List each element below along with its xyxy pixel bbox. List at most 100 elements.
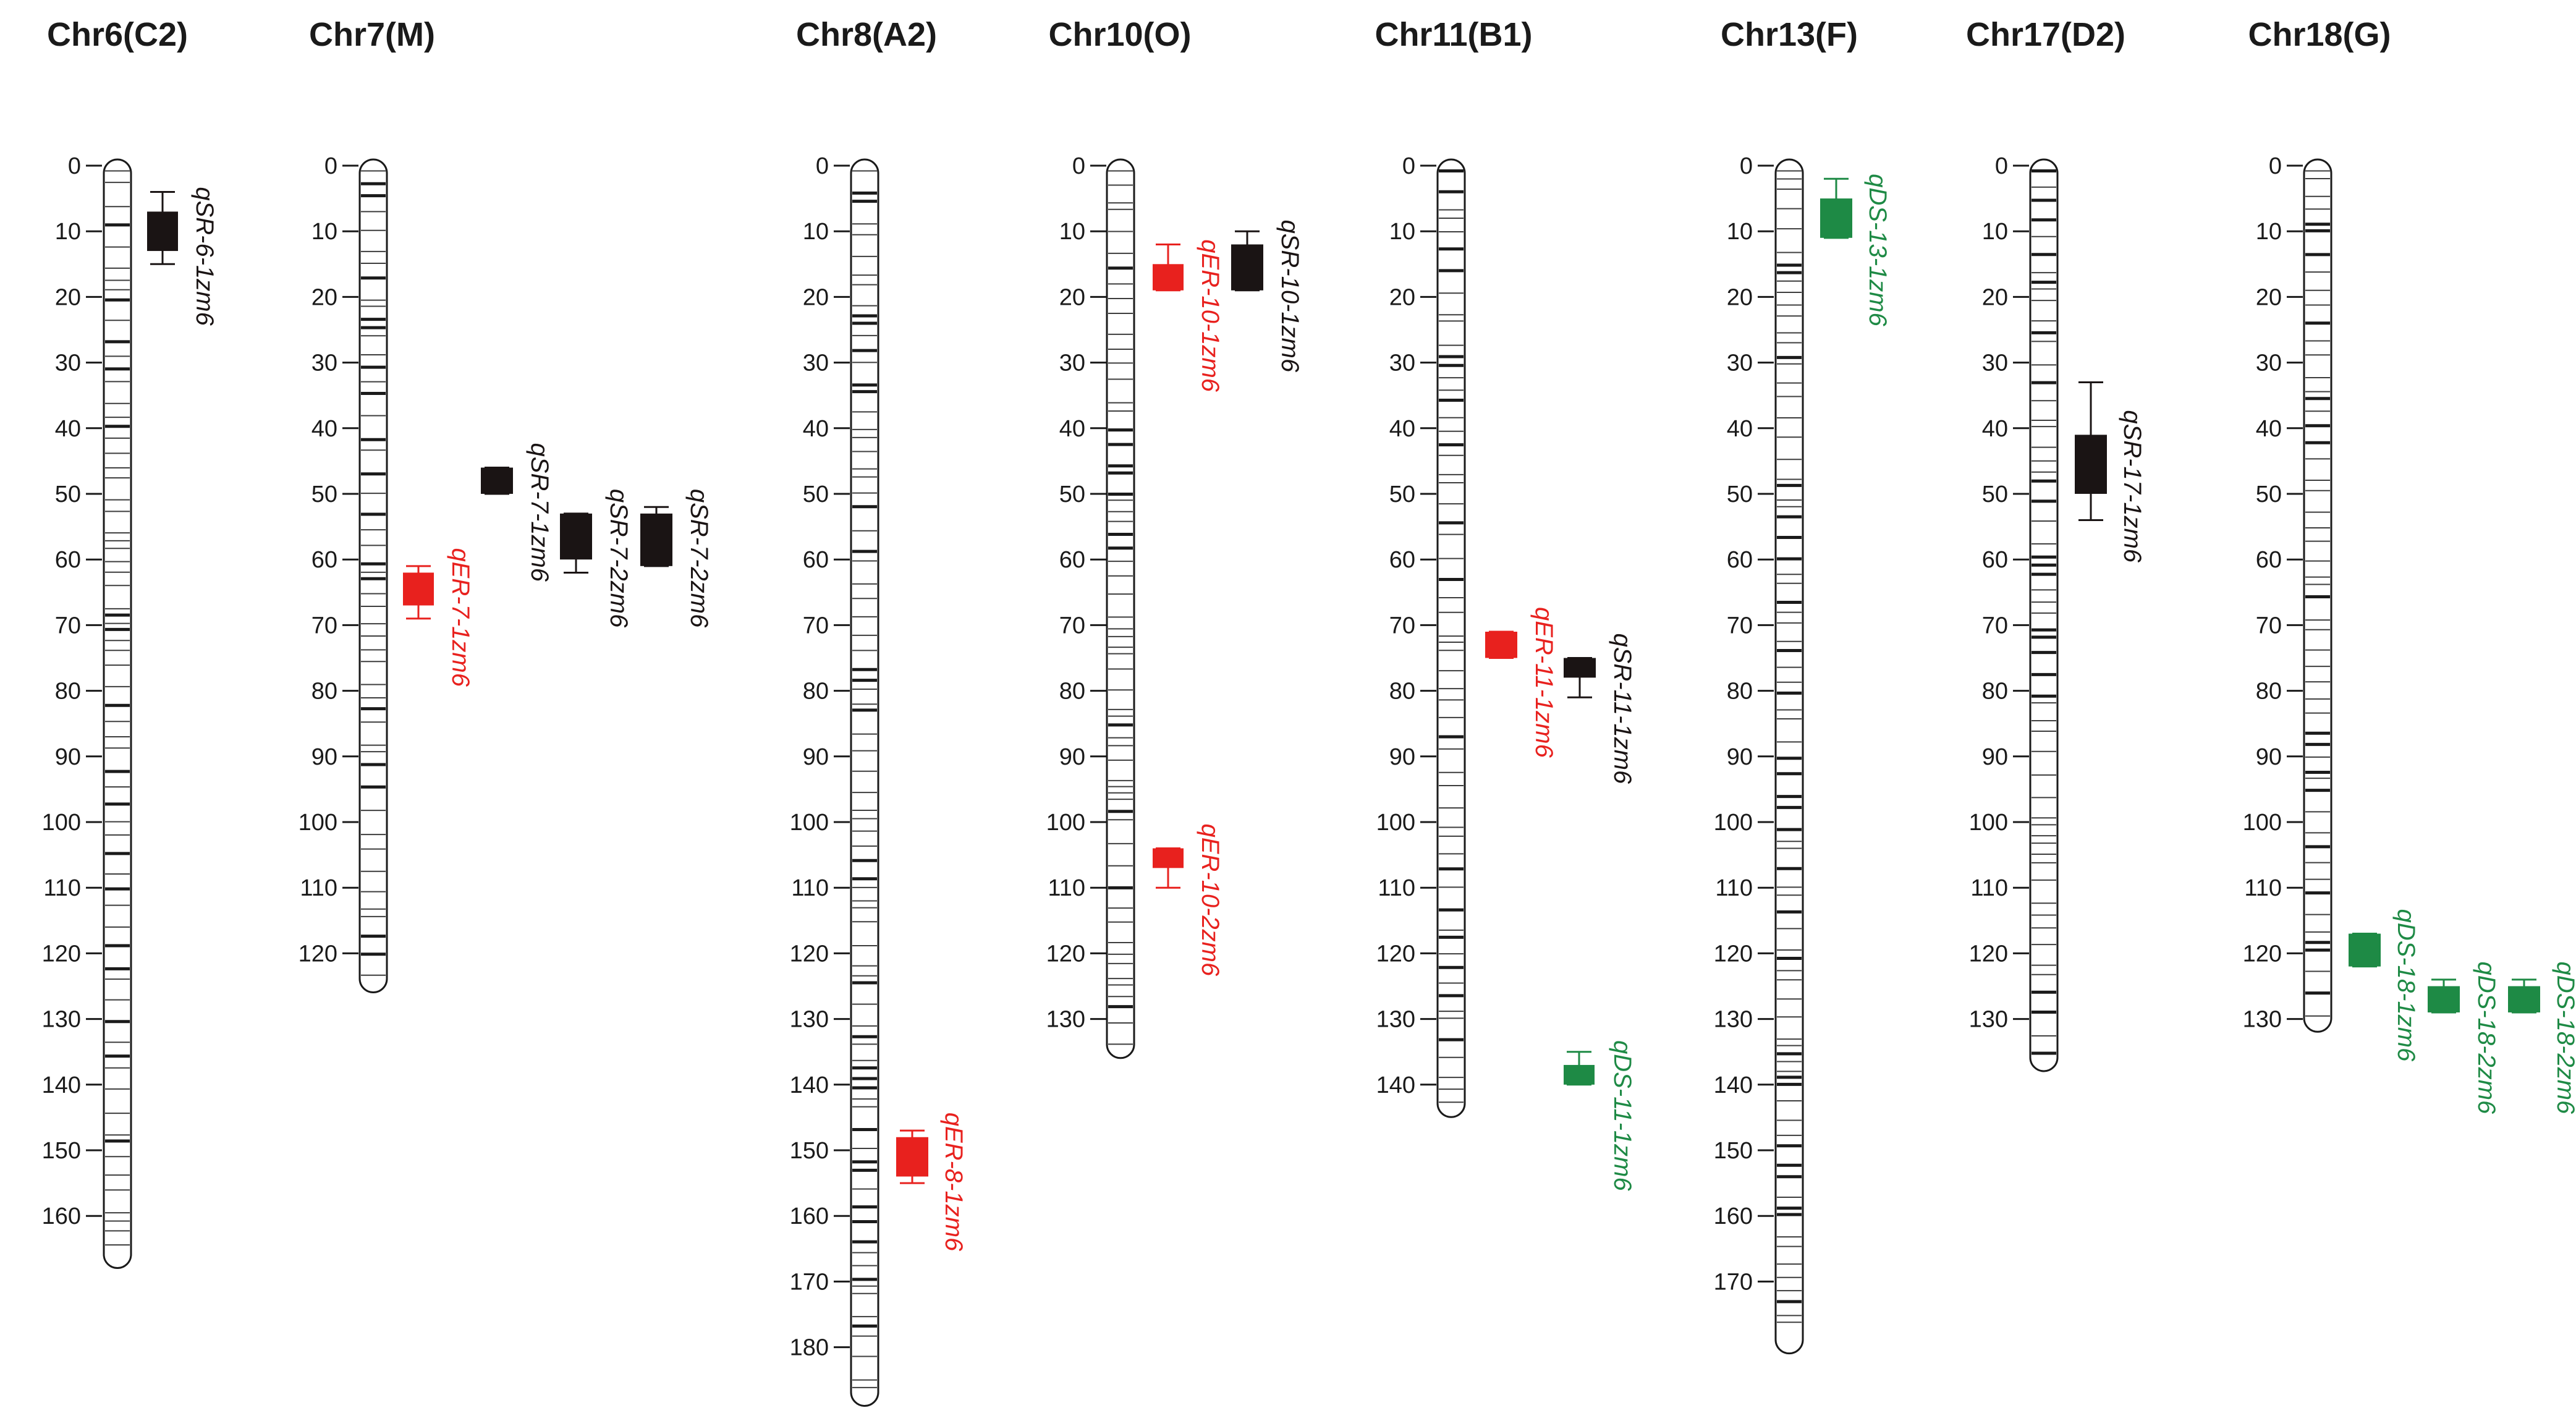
qtl-er: qER-10-1zm6 <box>1153 239 1224 392</box>
chromosome-4: Chr11(B1) 0 10 20 30 40 50 60 70 80 90 100 110 120 130… <box>1375 16 1636 1191</box>
axis-tick-label: 110 <box>791 875 829 901</box>
qtl-label: qSR-11-1zm6 <box>1609 634 1636 785</box>
axis-tick-label: 10 <box>1059 219 1085 245</box>
qtl-box <box>1485 632 1517 658</box>
axis-tick-label: 50 <box>55 481 81 507</box>
axis-tick-label: 20 <box>1389 284 1415 310</box>
chromosome-bar <box>850 158 879 1407</box>
qtl-label: qER-10-2zm6 <box>1197 823 1224 977</box>
axis-tick-label: 60 <box>1727 547 1753 573</box>
qtl-box <box>640 513 672 566</box>
axis-tick-label: 130 <box>1046 1007 1085 1033</box>
qtl-ds: qDS-18-1zm6 <box>2349 909 2420 1062</box>
axis-tick-label: 120 <box>1376 941 1415 967</box>
qtl-label: qER-10-1zm6 <box>1197 239 1224 392</box>
axis-tick-label: 0 <box>1072 153 1085 179</box>
axis-tick-label: 130 <box>2243 1007 2282 1033</box>
chromosome-3: Chr10(O) 0 10 20 30 40 50 60 70 80 90 100 110 120 130 q… <box>1046 16 1303 1059</box>
axis-tick-label: 70 <box>803 613 829 638</box>
axis-tick-label: 150 <box>42 1138 81 1164</box>
chromosome-bar <box>1774 158 1804 1355</box>
axis-tick-label: 20 <box>55 284 81 310</box>
axis-tick-label: 110 <box>300 875 337 901</box>
axis-tick-label: 80 <box>803 679 829 705</box>
qtl-label: qSR-17-1zm6 <box>2119 410 2146 563</box>
axis-tick-label: 40 <box>311 416 337 442</box>
axis-tick-label: 60 <box>1059 547 1085 573</box>
axis-tick-label: 60 <box>803 547 829 573</box>
axis-tick-label: 50 <box>1982 481 2008 507</box>
qtl-box <box>1820 198 1852 238</box>
axis-tick-label: 70 <box>1727 613 1753 638</box>
axis-tick-label: 0 <box>1995 153 2008 179</box>
axis-tick-label: 20 <box>311 284 337 310</box>
qtl-box <box>2075 435 2107 494</box>
axis-tick-label: 140 <box>790 1072 829 1098</box>
axis-tick-label: 110 <box>1048 875 1085 901</box>
axis-tick-label: 30 <box>803 350 829 376</box>
qtl-box <box>1153 264 1184 291</box>
axis-tick-label: 20 <box>803 284 829 310</box>
axis-tick-label: 30 <box>1727 350 1753 376</box>
axis-tick-label: 100 <box>1046 810 1085 836</box>
marker-stripes <box>1439 169 1464 1103</box>
qtl-box <box>2428 986 2460 1012</box>
qtl-sr: qSR-7-2zm6 <box>560 489 632 628</box>
axis-tick-label: 110 <box>43 875 81 901</box>
axis-tick-label: 0 <box>2269 153 2282 179</box>
axis-tick-label: 100 <box>299 810 337 836</box>
axis-tick-label: 10 <box>2256 219 2282 245</box>
chromosome-title: Chr8(A2) <box>796 16 937 53</box>
axis-tick-label: 20 <box>1059 284 1085 310</box>
axis-tick-label: 60 <box>2256 547 2282 573</box>
qtl-box <box>2508 986 2540 1012</box>
axis-tick-label: 140 <box>42 1072 81 1098</box>
qtl-label: qSR-7-2zm6 <box>605 489 632 628</box>
chromosome-bar <box>1436 158 1466 1118</box>
axis-tick-label: 10 <box>1982 219 2008 245</box>
chromosome-bar <box>1106 158 1135 1059</box>
qtl-er: qER-8-1zm6 <box>896 1113 967 1252</box>
qtl-sr: qSR-17-1zm6 <box>2075 381 2146 563</box>
axis-tick-label: 130 <box>790 1007 829 1033</box>
axis-tick-label: 100 <box>2243 810 2282 836</box>
qtl-ds: qDS-11-1zm6 <box>1564 1040 1636 1191</box>
axis-tick-label: 20 <box>1727 284 1753 310</box>
qtl-box <box>1564 658 1596 678</box>
axis-tick-label: 10 <box>1389 219 1415 245</box>
axis-tick-label: 100 <box>1376 810 1415 836</box>
marker-stripes <box>852 170 877 1388</box>
axis-tick-label: 40 <box>55 416 81 442</box>
chromosome-title: Chr18(G) <box>2248 16 2391 53</box>
axis-tick-label: 120 <box>790 941 829 967</box>
axis-tick-label: 120 <box>1714 941 1753 967</box>
qtl-box <box>896 1137 928 1177</box>
marker-stripes <box>361 170 386 976</box>
marker-stripes <box>105 170 130 1246</box>
axis-tick-label: 0 <box>816 153 829 179</box>
qtl-label: qSR-10-1zm6 <box>1276 219 1303 373</box>
axis-tick-label: 70 <box>1982 613 2008 638</box>
axis-tick-label: 70 <box>311 613 337 638</box>
axis-tick-label: 30 <box>311 350 337 376</box>
axis-tick-label: 10 <box>311 219 337 245</box>
qtl-label: qDS-18-2zm6 <box>2552 962 2576 1115</box>
chromosome-title: Chr11(B1) <box>1375 16 1532 53</box>
chromosome-title: Chr10(O) <box>1048 16 1191 53</box>
chromosome-title: Chr17(D2) <box>1966 16 2125 53</box>
axis-tick-label: 90 <box>803 744 829 770</box>
axis-tick-label: 80 <box>1727 679 1753 705</box>
qtl-sr: qSR-7-1zm6 <box>481 443 553 582</box>
axis-tick-label: 120 <box>1046 941 1085 967</box>
axis-tick-label: 130 <box>42 1007 81 1033</box>
chromosome-2: Chr8(A2) 0 10 20 30 40 50 60 70 80 90 100 110 120 130 1… <box>790 16 967 1407</box>
qtl-box <box>2349 933 2381 967</box>
qtl-box <box>481 467 513 494</box>
marker-stripes <box>2305 170 2330 1017</box>
qtl-label: qSR-7-2zm6 <box>685 489 713 628</box>
axis-tick-label: 70 <box>1059 613 1085 638</box>
axis-tick-label: 60 <box>1389 547 1415 573</box>
axis-tick-label: 90 <box>2256 744 2282 770</box>
axis-tick-label: 170 <box>790 1269 829 1295</box>
